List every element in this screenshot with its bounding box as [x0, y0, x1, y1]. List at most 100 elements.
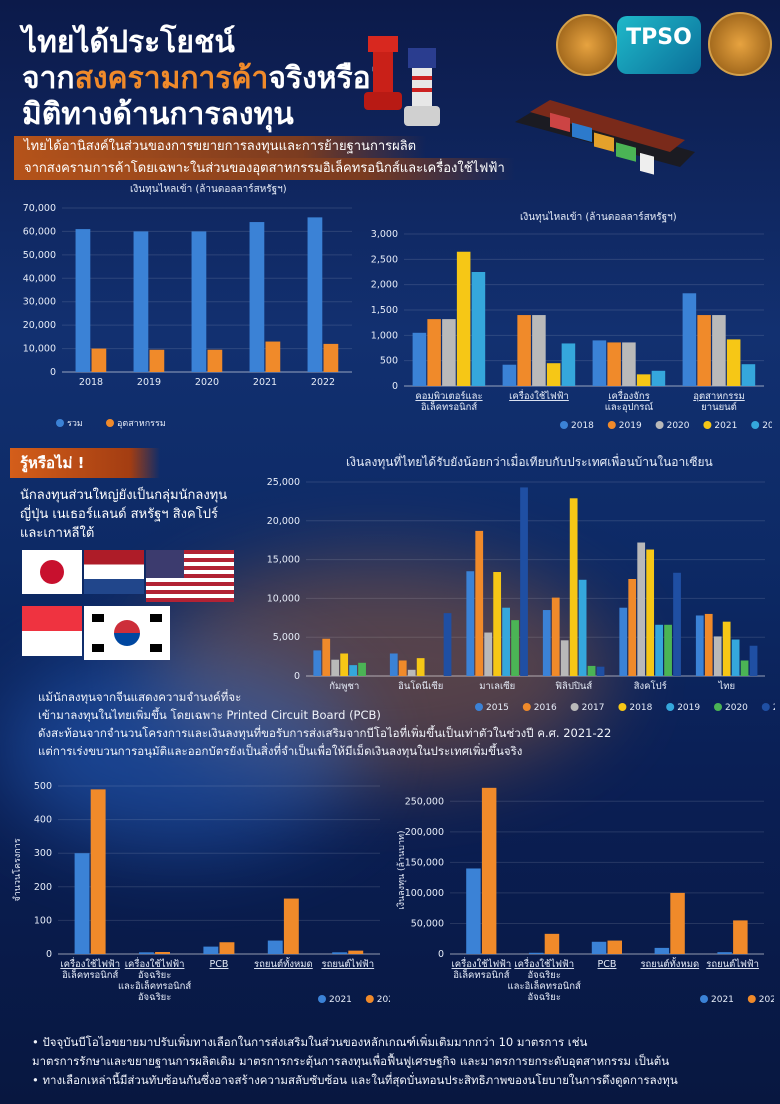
legend-label: 2021 [714, 421, 737, 431]
y-tick-label: 10,000 [23, 344, 56, 355]
bar-2018-5 [722, 621, 731, 676]
bar-อุตสาหกรรม-4 [323, 343, 339, 372]
bar-2021-1 [443, 613, 452, 676]
legend-label: อุตสาหกรรม [117, 419, 166, 429]
legend-swatch [570, 703, 579, 711]
bar-2021-3 [596, 666, 605, 676]
bar-2020-2 [622, 342, 636, 386]
bar-2021-3 [267, 940, 283, 954]
bar-2019-5 [731, 639, 740, 676]
legend-label: 2018 [571, 421, 594, 431]
bar-รวม-4 [307, 217, 323, 372]
bar-2022-4 [733, 920, 748, 954]
chart-total-inflow: เงินทุนไหลเข้า (ล้านดอลลาร์สหรัฐฯ) 0 10,00… [23, 183, 352, 429]
bar-2018-3 [569, 498, 578, 676]
para-line1: แม้นักลงทุนจากจีนแสดงความจำนงค์ที่จะ [38, 690, 242, 704]
bar-อุตสาหกรรม-1 [149, 349, 165, 372]
y-tick-label: 1,000 [371, 330, 398, 341]
legend-label: 2020 [725, 703, 748, 713]
bar-2020-3 [587, 665, 596, 676]
bar-2021-3 [726, 339, 741, 386]
x-tick-label: กัมพูชา [329, 681, 359, 692]
y-tick-label: 70,000 [23, 203, 56, 214]
x-tick-label: อัจฉริยะ [527, 970, 561, 981]
bar-2022-1 [544, 933, 560, 954]
did-you-know-banner: รู้หรือไม่ ! [10, 448, 160, 478]
bar-2020-0 [358, 662, 366, 676]
bar-2022-4 [348, 950, 364, 954]
legend-swatch [714, 703, 722, 711]
legend-swatch [751, 421, 760, 429]
x-tick-label: เครื่องจักร [608, 389, 649, 402]
x-tick-label: PCB [598, 959, 617, 970]
bar-2020-4 [664, 624, 672, 676]
bar-2017-1 [407, 669, 416, 676]
legend-swatch [365, 995, 374, 1003]
bar-2021-4 [673, 572, 681, 676]
legend-label: 2015 [486, 703, 509, 713]
bar-2018-2 [493, 572, 502, 676]
container-ship-image [510, 82, 700, 182]
footnote-bullets: • ปัจจุบันบีโอไอขยายมาปรับเพิ่มทางเลือกใ… [32, 1034, 752, 1091]
bullet-2: • ทางเลือกเหล่านี้มีส่วนทับซ้อนกันซึ่งอา… [32, 1073, 678, 1087]
bar-2016-4 [628, 579, 637, 676]
netherlands-flag-icon [84, 550, 144, 594]
bar-2022-2 [219, 942, 235, 954]
y-tick-label: 200 [34, 882, 52, 893]
bar-2020-3 [712, 315, 726, 386]
x-tick-label: สิงคโปร์ [634, 680, 667, 692]
x-tick-label: อัจฉริยะ [527, 992, 561, 1003]
tpso-logo: TPSO [617, 16, 701, 74]
bar-2017-3 [560, 640, 569, 676]
legend-swatch [703, 421, 712, 429]
y-tick-label: 3,000 [371, 229, 398, 240]
bar-2019-2 [607, 342, 621, 386]
usa-flag-icon [146, 550, 234, 602]
bar-2016-1 [398, 660, 407, 676]
legend-label: 2021 [329, 995, 352, 1005]
singapore-flag-icon [22, 606, 82, 656]
x-tick-label: รถยนต์ทั้งหมด [640, 957, 699, 970]
legend-swatch [475, 703, 483, 711]
bar-รวม-1 [133, 231, 149, 372]
x-tick-label: 2021 [253, 377, 277, 388]
bar-2020-1 [532, 315, 546, 386]
bar-2015-4 [619, 607, 628, 676]
x-tick-label: และอิเล็คทรอนิกส์ [508, 979, 581, 992]
bar-2021-4 [717, 952, 732, 954]
x-tick-label: รถยนต์ไฟฟ้า [706, 958, 759, 970]
page-title-line1: ไทยได้ประโยชน์ [22, 25, 235, 60]
y-tick-label: 400 [34, 815, 52, 826]
bar-อุตสาหกรรม-3 [265, 341, 281, 372]
x-tick-label: อิเล็คทรอนิกส์ [62, 968, 119, 981]
analysis-paragraph: แม้นักลงทุนจากจีนแสดงความจำนงค์ที่จะ เข้… [38, 688, 611, 760]
x-tick-label: ยานยนต์ [701, 401, 737, 413]
know-line3: และเกาหลีใต้ [20, 526, 95, 541]
y-tick-label: 2,000 [371, 280, 398, 291]
x-tick-label: ไทย [717, 680, 735, 692]
legend-label: 2022 [762, 421, 772, 431]
bar-2021-2 [520, 487, 528, 676]
x-tick-label: เครื่องใช้ไฟฟ้า [509, 389, 569, 402]
bar-2021-2 [203, 946, 219, 954]
bar-2019-0 [349, 665, 357, 676]
y-tick-label: 2,500 [371, 254, 398, 265]
legend-label: 2017 [582, 703, 605, 713]
bar-2022-0 [481, 787, 497, 954]
bar-2015-0 [313, 650, 322, 676]
bar-2018-0 [412, 332, 427, 386]
bar-2022-3 [283, 898, 299, 954]
y-tick-label: 5,000 [273, 632, 300, 643]
legend-swatch [56, 419, 64, 427]
korea-flag-icon [84, 606, 170, 660]
bar-2022-0 [90, 789, 106, 954]
know-line2: ญี่ปุ่น เนเธอร์แลนด์ สหรัฐฯ สิงคโปร์ [20, 507, 218, 522]
bar-2022-1 [561, 343, 576, 386]
x-tick-label: และอิเล็คทรอนิกส์ [118, 979, 191, 992]
x-tick-label: ฟิลิปปินส์ [555, 680, 592, 692]
bar-2016-5 [704, 613, 713, 676]
bar-อุตสาหกรรม-2 [207, 349, 223, 372]
chart-boi-investment: เงินลงทุน (ล้านบาท) 0 50,000 100,000 150,000… [396, 787, 774, 1005]
legend-label: 2021 [773, 703, 775, 713]
x-tick-label: รถยนต์ไฟฟ้า [321, 958, 374, 970]
